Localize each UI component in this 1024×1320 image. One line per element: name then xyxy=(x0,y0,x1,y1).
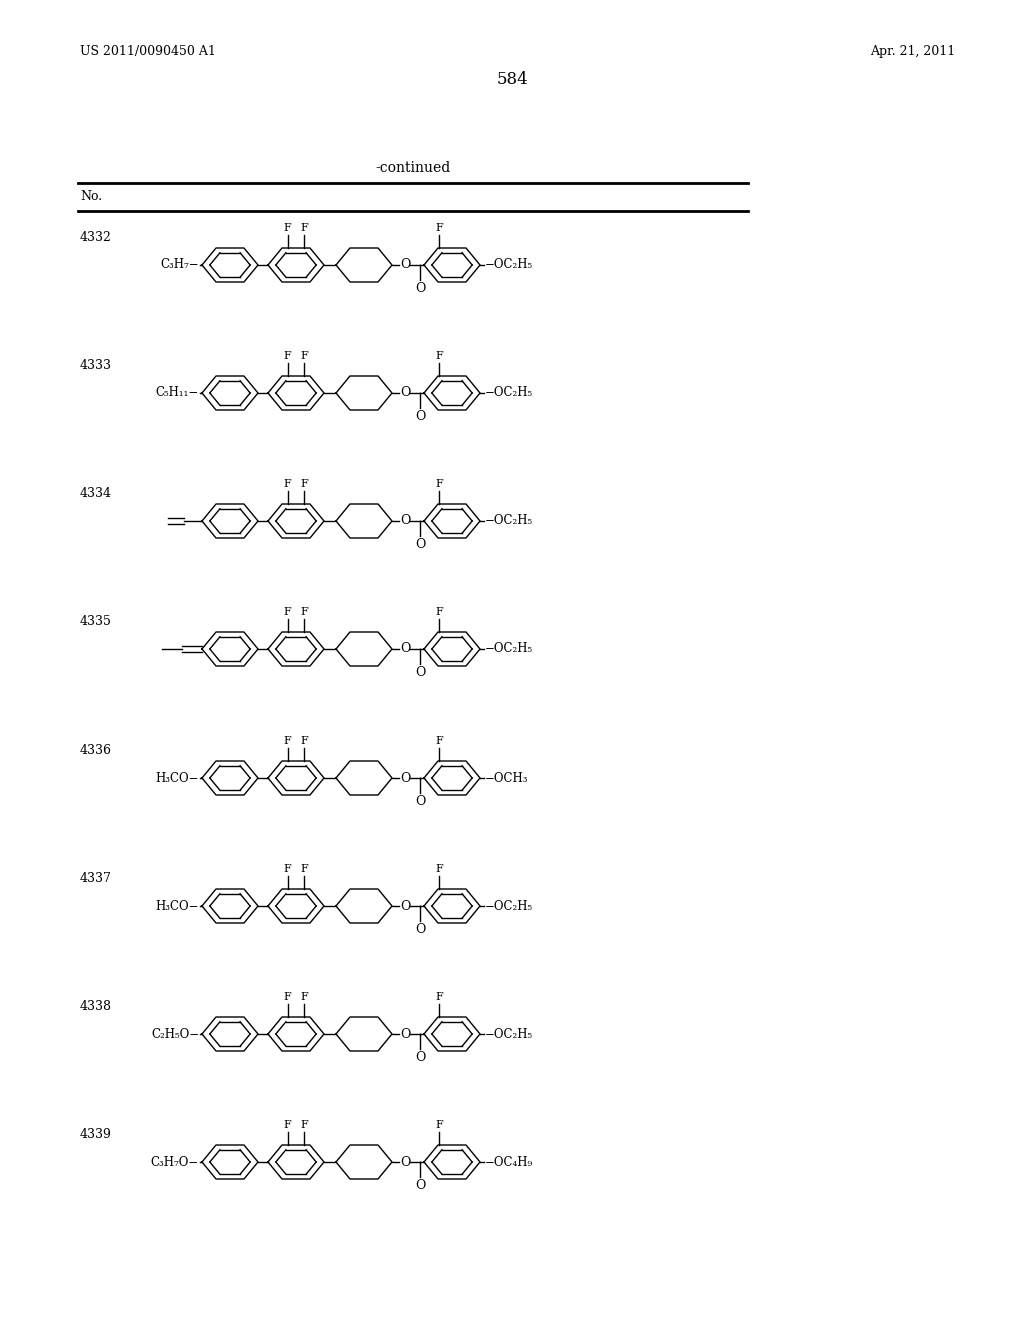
Text: F: F xyxy=(284,737,292,746)
Text: C₃H₇O−: C₃H₇O− xyxy=(151,1155,199,1168)
Text: F: F xyxy=(284,223,292,234)
Text: −OC₂H₅: −OC₂H₅ xyxy=(485,899,534,912)
Text: F: F xyxy=(284,479,292,488)
Text: F: F xyxy=(284,607,292,616)
Text: O: O xyxy=(400,643,411,656)
Text: −OC₄H₉: −OC₄H₉ xyxy=(485,1155,534,1168)
Text: O: O xyxy=(415,667,425,678)
Text: F: F xyxy=(435,1119,443,1130)
Text: F: F xyxy=(300,607,308,616)
Text: F: F xyxy=(300,993,308,1002)
Text: F: F xyxy=(435,607,443,616)
Text: −OCH₃: −OCH₃ xyxy=(485,771,528,784)
Text: F: F xyxy=(284,993,292,1002)
Text: −OC₂H₅: −OC₂H₅ xyxy=(485,515,534,528)
Text: C₅H₁₁−: C₅H₁₁− xyxy=(156,387,199,400)
Text: C₂H₅O−: C₂H₅O− xyxy=(151,1027,199,1040)
Text: 4337: 4337 xyxy=(80,873,112,884)
Text: F: F xyxy=(300,737,308,746)
Text: O: O xyxy=(415,1051,425,1064)
Text: O: O xyxy=(400,1155,411,1168)
Text: H₃CO−: H₃CO− xyxy=(156,899,199,912)
Text: O: O xyxy=(400,771,411,784)
Text: O: O xyxy=(415,282,425,294)
Text: F: F xyxy=(435,865,443,874)
Text: Apr. 21, 2011: Apr. 21, 2011 xyxy=(870,45,955,58)
Text: C₃H₇−: C₃H₇− xyxy=(161,259,199,272)
Text: F: F xyxy=(435,351,443,360)
Text: F: F xyxy=(284,865,292,874)
Text: 4334: 4334 xyxy=(80,487,112,500)
Text: O: O xyxy=(415,411,425,422)
Text: 4336: 4336 xyxy=(80,744,112,756)
Text: O: O xyxy=(415,1179,425,1192)
Text: F: F xyxy=(300,479,308,488)
Text: H₃CO−: H₃CO− xyxy=(156,771,199,784)
Text: O: O xyxy=(400,387,411,400)
Text: F: F xyxy=(300,865,308,874)
Text: O: O xyxy=(400,259,411,272)
Text: F: F xyxy=(300,351,308,360)
Text: 4335: 4335 xyxy=(80,615,112,628)
Text: F: F xyxy=(300,1119,308,1130)
Text: 4339: 4339 xyxy=(80,1129,112,1140)
Text: 584: 584 xyxy=(496,71,528,88)
Text: O: O xyxy=(415,539,425,550)
Text: -continued: -continued xyxy=(376,161,451,176)
Text: O: O xyxy=(400,1027,411,1040)
Text: F: F xyxy=(435,993,443,1002)
Text: 4332: 4332 xyxy=(80,231,112,244)
Text: F: F xyxy=(284,1119,292,1130)
Text: −OC₂H₅: −OC₂H₅ xyxy=(485,643,534,656)
Text: O: O xyxy=(400,899,411,912)
Text: No.: No. xyxy=(80,190,102,203)
Text: O: O xyxy=(400,515,411,528)
Text: US 2011/0090450 A1: US 2011/0090450 A1 xyxy=(80,45,216,58)
Text: −OC₂H₅: −OC₂H₅ xyxy=(485,1027,534,1040)
Text: 4338: 4338 xyxy=(80,1001,112,1012)
Text: F: F xyxy=(300,223,308,234)
Text: O: O xyxy=(415,795,425,808)
Text: O: O xyxy=(415,923,425,936)
Text: 4333: 4333 xyxy=(80,359,112,372)
Text: F: F xyxy=(435,737,443,746)
Text: F: F xyxy=(284,351,292,360)
Text: −OC₂H₅: −OC₂H₅ xyxy=(485,387,534,400)
Text: F: F xyxy=(435,223,443,234)
Text: F: F xyxy=(435,479,443,488)
Text: −OC₂H₅: −OC₂H₅ xyxy=(485,259,534,272)
